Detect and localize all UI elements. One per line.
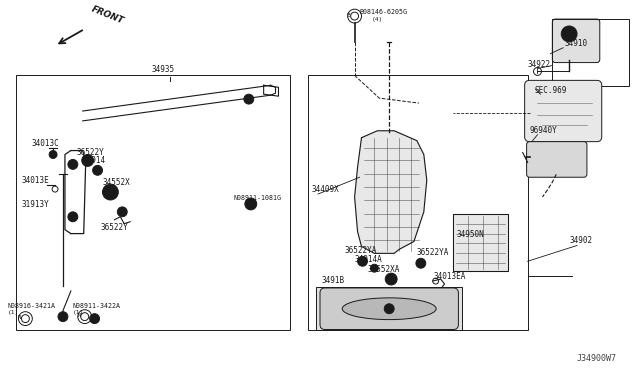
Text: 34552X: 34552X [102,178,131,187]
Text: 34910: 34910 [564,39,588,48]
Circle shape [49,151,57,158]
Circle shape [68,212,78,222]
Text: 36522Y: 36522Y [77,148,104,157]
Text: 34950N: 34950N [456,230,484,238]
Circle shape [245,198,257,210]
Text: N: N [18,315,21,320]
Circle shape [416,258,426,268]
Text: 34914A: 34914A [355,255,382,264]
Text: 34409X: 34409X [311,185,339,194]
Circle shape [90,314,100,324]
Circle shape [68,160,78,169]
Text: SEC.969: SEC.969 [534,86,567,95]
Bar [15,76,291,330]
Circle shape [82,154,93,166]
FancyBboxPatch shape [552,19,600,62]
Text: 34552XA: 34552XA [367,265,400,274]
FancyBboxPatch shape [320,288,458,330]
Text: J34900W7: J34900W7 [577,354,616,363]
Bar [308,76,527,330]
FancyBboxPatch shape [527,142,587,177]
Text: (1): (1) [8,310,19,315]
Text: 36522YA: 36522YA [417,248,449,257]
Circle shape [93,166,102,175]
Text: 36522Y: 36522Y [100,222,128,232]
Text: N: N [77,313,81,318]
Text: N08916-3421A: N08916-3421A [8,303,56,309]
Bar [454,214,508,271]
Ellipse shape [342,298,436,320]
Text: N08911-1081G: N08911-1081G [233,195,281,201]
Circle shape [117,207,127,217]
Text: (4): (4) [371,17,383,22]
Text: B: B [347,13,351,17]
Circle shape [58,312,68,321]
Text: 96940Y: 96940Y [529,126,557,135]
Circle shape [385,273,397,285]
Circle shape [102,184,118,200]
Circle shape [358,256,367,266]
Text: 34013EA: 34013EA [434,272,466,281]
Text: 34922: 34922 [527,60,551,68]
Circle shape [384,304,394,314]
Text: N08911-3422A: N08911-3422A [73,303,121,309]
Bar [552,19,629,86]
Text: 3491B: 3491B [322,276,345,285]
Bar [316,287,462,330]
Text: 34914: 34914 [83,156,106,166]
Text: 34902: 34902 [569,237,592,246]
Text: 31913Y: 31913Y [21,200,49,209]
Text: FRONT: FRONT [90,5,125,26]
FancyBboxPatch shape [525,80,602,142]
Circle shape [561,26,577,42]
Text: B08146-6205G: B08146-6205G [360,9,408,15]
Text: 34935: 34935 [152,65,175,74]
Text: (1): (1) [245,203,256,208]
Circle shape [244,94,254,104]
Polygon shape [355,131,427,253]
Circle shape [371,264,378,272]
Text: 34013C: 34013C [31,139,59,148]
Text: (1): (1) [73,310,84,315]
Text: 34013E: 34013E [21,176,49,185]
Text: 36522YA: 36522YA [345,246,377,255]
